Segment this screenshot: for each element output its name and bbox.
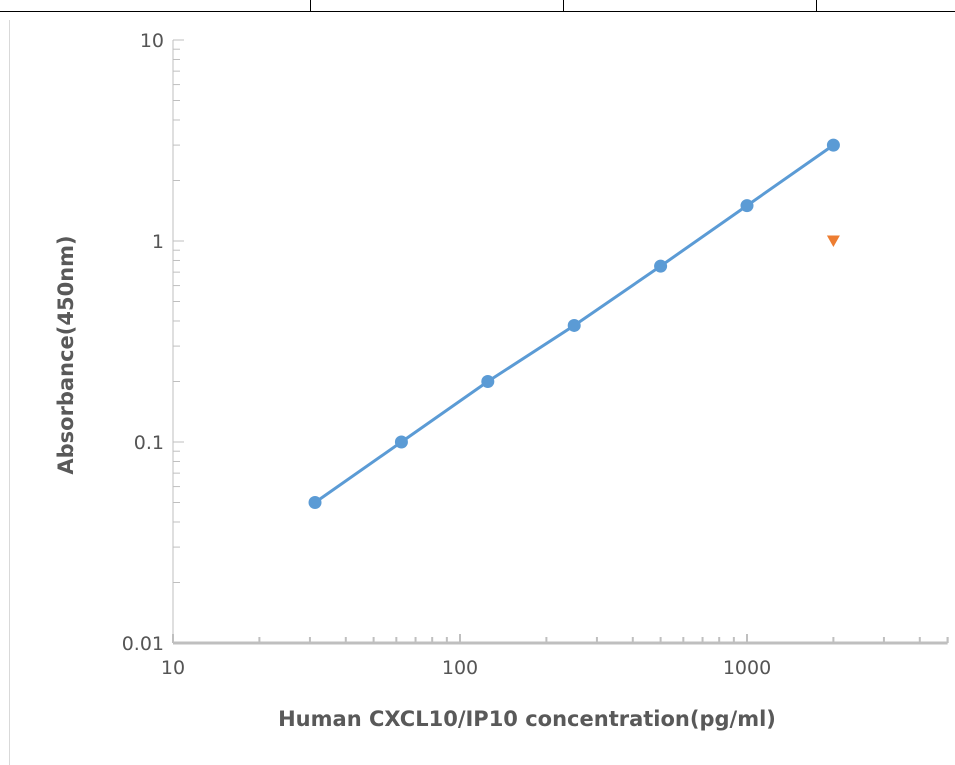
- x-tick-label: 1000: [723, 657, 771, 679]
- y-tick-label: 0.1: [134, 432, 164, 454]
- data-point: [567, 318, 581, 332]
- y-tick-label: 10: [140, 30, 164, 52]
- x-tick-label: 10: [161, 657, 185, 679]
- data-point: [481, 374, 495, 388]
- x-axis: 10 100 1000: [161, 634, 949, 679]
- data-point: [308, 496, 322, 510]
- x-tick-label: 100: [442, 657, 478, 679]
- data-point-triangle: [826, 235, 840, 247]
- data-point: [740, 199, 754, 213]
- y-axis-title: Absorbance(450nm): [54, 235, 78, 474]
- top-table-border: [0, 0, 955, 12]
- data-point: [826, 138, 840, 152]
- data-point: [394, 435, 408, 449]
- y-tick-label: 0.01: [122, 633, 164, 655]
- series-layer: [308, 138, 840, 510]
- y-axis: 10 1 0.1 0.01: [122, 30, 184, 655]
- x-axis-title: Human CXCL10/IP10 concentration(pg/ml): [278, 707, 776, 731]
- data-point: [654, 259, 668, 273]
- y-tick-label: 1: [152, 231, 164, 253]
